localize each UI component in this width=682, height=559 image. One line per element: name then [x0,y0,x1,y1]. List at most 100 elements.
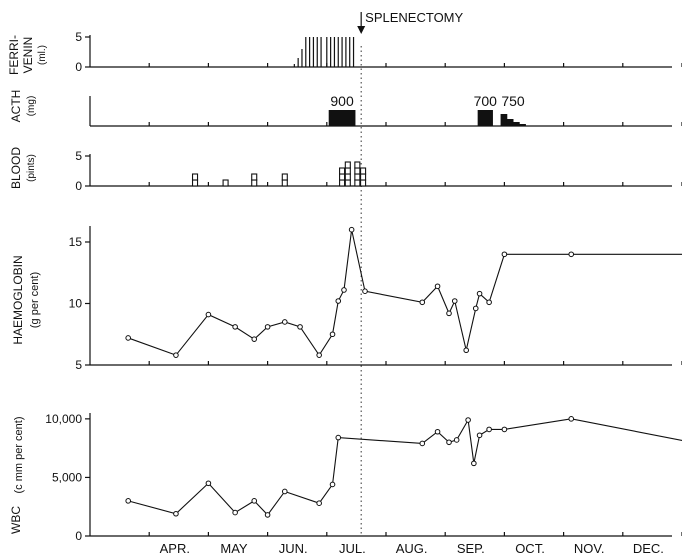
acth-dose-label: 900 [330,93,354,109]
month-label: NOV. [574,541,605,556]
acth-ylabel: ACTH (mg) [9,90,37,123]
blood-pint-box [360,173,367,181]
blood-pint-box [360,167,367,175]
blood-pint-box [354,173,361,181]
wbc-data-point [446,439,452,446]
acth-taper-step [506,119,514,126]
haemoglobin-data-point [348,226,355,233]
wbc-ylabel-line2: (c mm per cent) [13,416,25,493]
haemoglobin-data-point [362,288,368,294]
wbc-data-point [205,480,212,487]
wbc-data-point [264,512,271,518]
haemoglobin-y-tick-label: 5 [75,358,82,372]
haemoglobin-ylabel: HAEMOGLOBIN (g per cent) [11,255,41,344]
month-label: JUL. [339,541,366,556]
wbc-data-point [434,428,441,435]
haemoglobin-ylabel-line2: (g per cent) [29,272,41,328]
wbc-data-point [125,498,131,504]
blood-pint-box [354,179,361,187]
haemoglobin-data-point [501,251,508,258]
blood-y-tick-label: 0 [75,179,82,193]
wbc-data-point [453,437,460,443]
month-label: MAY [220,541,248,556]
splenectomy-label: SPLENECTOMY [365,10,463,25]
ferrivenin-y-tick-label: 0 [75,60,82,74]
blood-pint-box [344,179,351,187]
blood-pint-box [344,167,351,175]
haemoglobin-data-point [463,347,470,354]
month-label: AUG. [396,541,428,556]
haemoglobin-data-point [251,336,258,342]
haemoglobin-data-point [264,324,271,330]
splenectomy-arrowhead [357,26,366,34]
haemoglobin-ylabel-line1: HAEMOGLOBIN [11,255,25,344]
blood-pint-box [281,179,288,187]
haemoglobin-line [128,229,682,357]
haemoglobin-data-point [232,324,238,330]
acth-taper-step [500,114,508,126]
ferrivenin-ylabel: FERRI- VENIN (ml.) [7,35,48,75]
haemoglobin-panel: 5 10 15 [69,226,682,372]
haemoglobin-data-point [476,290,483,297]
haemoglobin-data-point [316,352,322,358]
acth-ylabel-line2: (mg) [26,96,37,117]
acth-panel: 900 700 750 [89,93,682,127]
blood-pint-box [354,161,361,169]
haemoglobin-data-point [173,352,179,358]
blood-pint-box [222,179,229,187]
haemoglobin-y-tick-label: 10 [69,296,83,310]
wbc-y-tick-label: 0 [75,529,82,543]
wbc-y-tick-label: 5,000 [52,470,82,484]
ferrivenin-ylabel-line1: FERRI- [7,35,21,75]
wbc-data-point [281,488,288,495]
wbc-data-point [476,432,483,439]
wbc-panel: 0 5,000 10,000 [45,412,682,543]
haemoglobin-data-point [472,305,479,312]
haemoglobin-data-point [434,283,441,290]
month-label: OCT. [515,541,545,556]
wbc-ylabel: WBC (c mm per cent) [9,416,25,534]
wbc-line [128,418,682,516]
haemoglobin-data-point [341,287,347,293]
haemoglobin-data-point [451,298,458,304]
wbc-data-point [251,498,258,504]
wbc-ylabel-line1: WBC [9,506,23,534]
wbc-data-point [316,500,322,507]
blood-pint-box [281,173,288,181]
haemoglobin-data-point [297,324,303,330]
blood-pint-box [344,173,351,181]
blood-pint-box [339,173,346,181]
splenectomy-marker: SPLENECTOMY [357,10,464,536]
month-label: JUN. [279,541,308,556]
wbc-data-point [419,440,426,447]
ferrivenin-y-tick-label: 5 [75,30,82,44]
haemoglobin-y-tick-label: 15 [69,235,83,249]
acth-dose-label: 750 [501,93,525,109]
wbc-y-tick-label: 10,000 [45,412,82,426]
blood-pint-box [354,167,361,175]
blood-pint-box [191,173,199,181]
ferrivenin-panel: 05 [75,30,682,74]
haemoglobin-data-point [281,319,288,325]
acth-course-block [477,110,493,126]
wbc-data-point [329,481,336,488]
wbc-data-point [465,417,471,423]
haemoglobin-data-point [335,298,342,304]
month-label: DEC. [633,541,664,556]
wbc-data-point [232,509,238,516]
wbc-data-point [335,434,342,441]
haemoglobin-data-point [568,251,575,258]
blood-ylabel-line2: (pints) [26,154,37,182]
blood-pint-box [251,173,258,181]
blood-pint-box [339,167,346,175]
haemoglobin-data-point [205,311,212,318]
haemoglobin-data-point [125,335,131,341]
blood-pint-box [344,161,351,169]
haemoglobin-data-point [446,310,452,317]
acth-taper-step [512,122,520,126]
blood-ylabel-line1: BLOOD [9,147,23,189]
wbc-data-point [568,416,575,422]
ferrivenin-ylabel-line2: VENIN [21,37,35,74]
